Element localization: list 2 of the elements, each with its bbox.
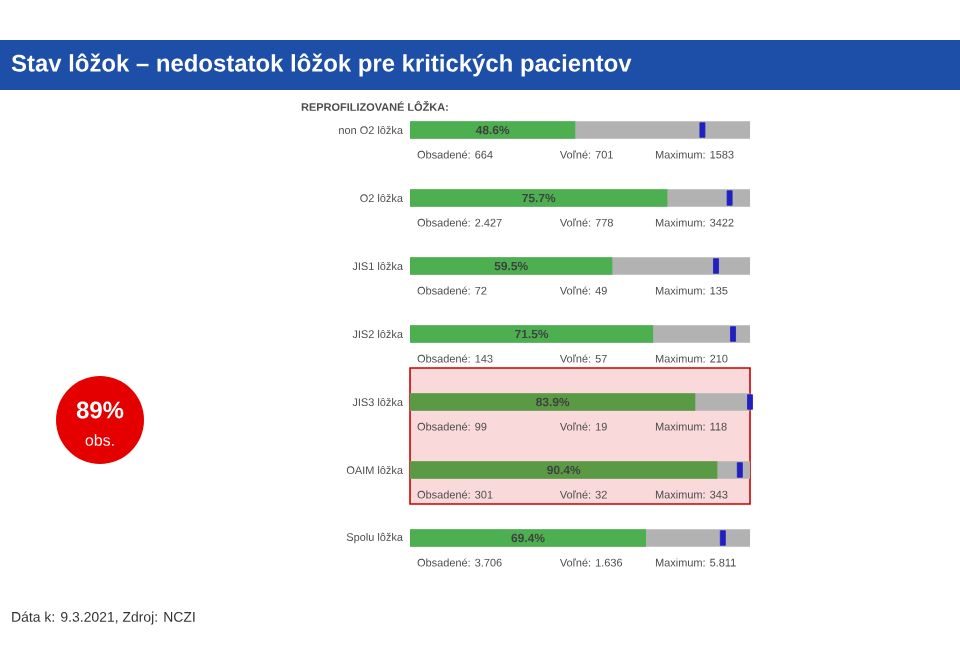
chart-title: Stav lôžok – nedostatok lôžok pre kritických pacientov — [11, 53, 632, 77]
text: 89% — [76, 401, 124, 419]
